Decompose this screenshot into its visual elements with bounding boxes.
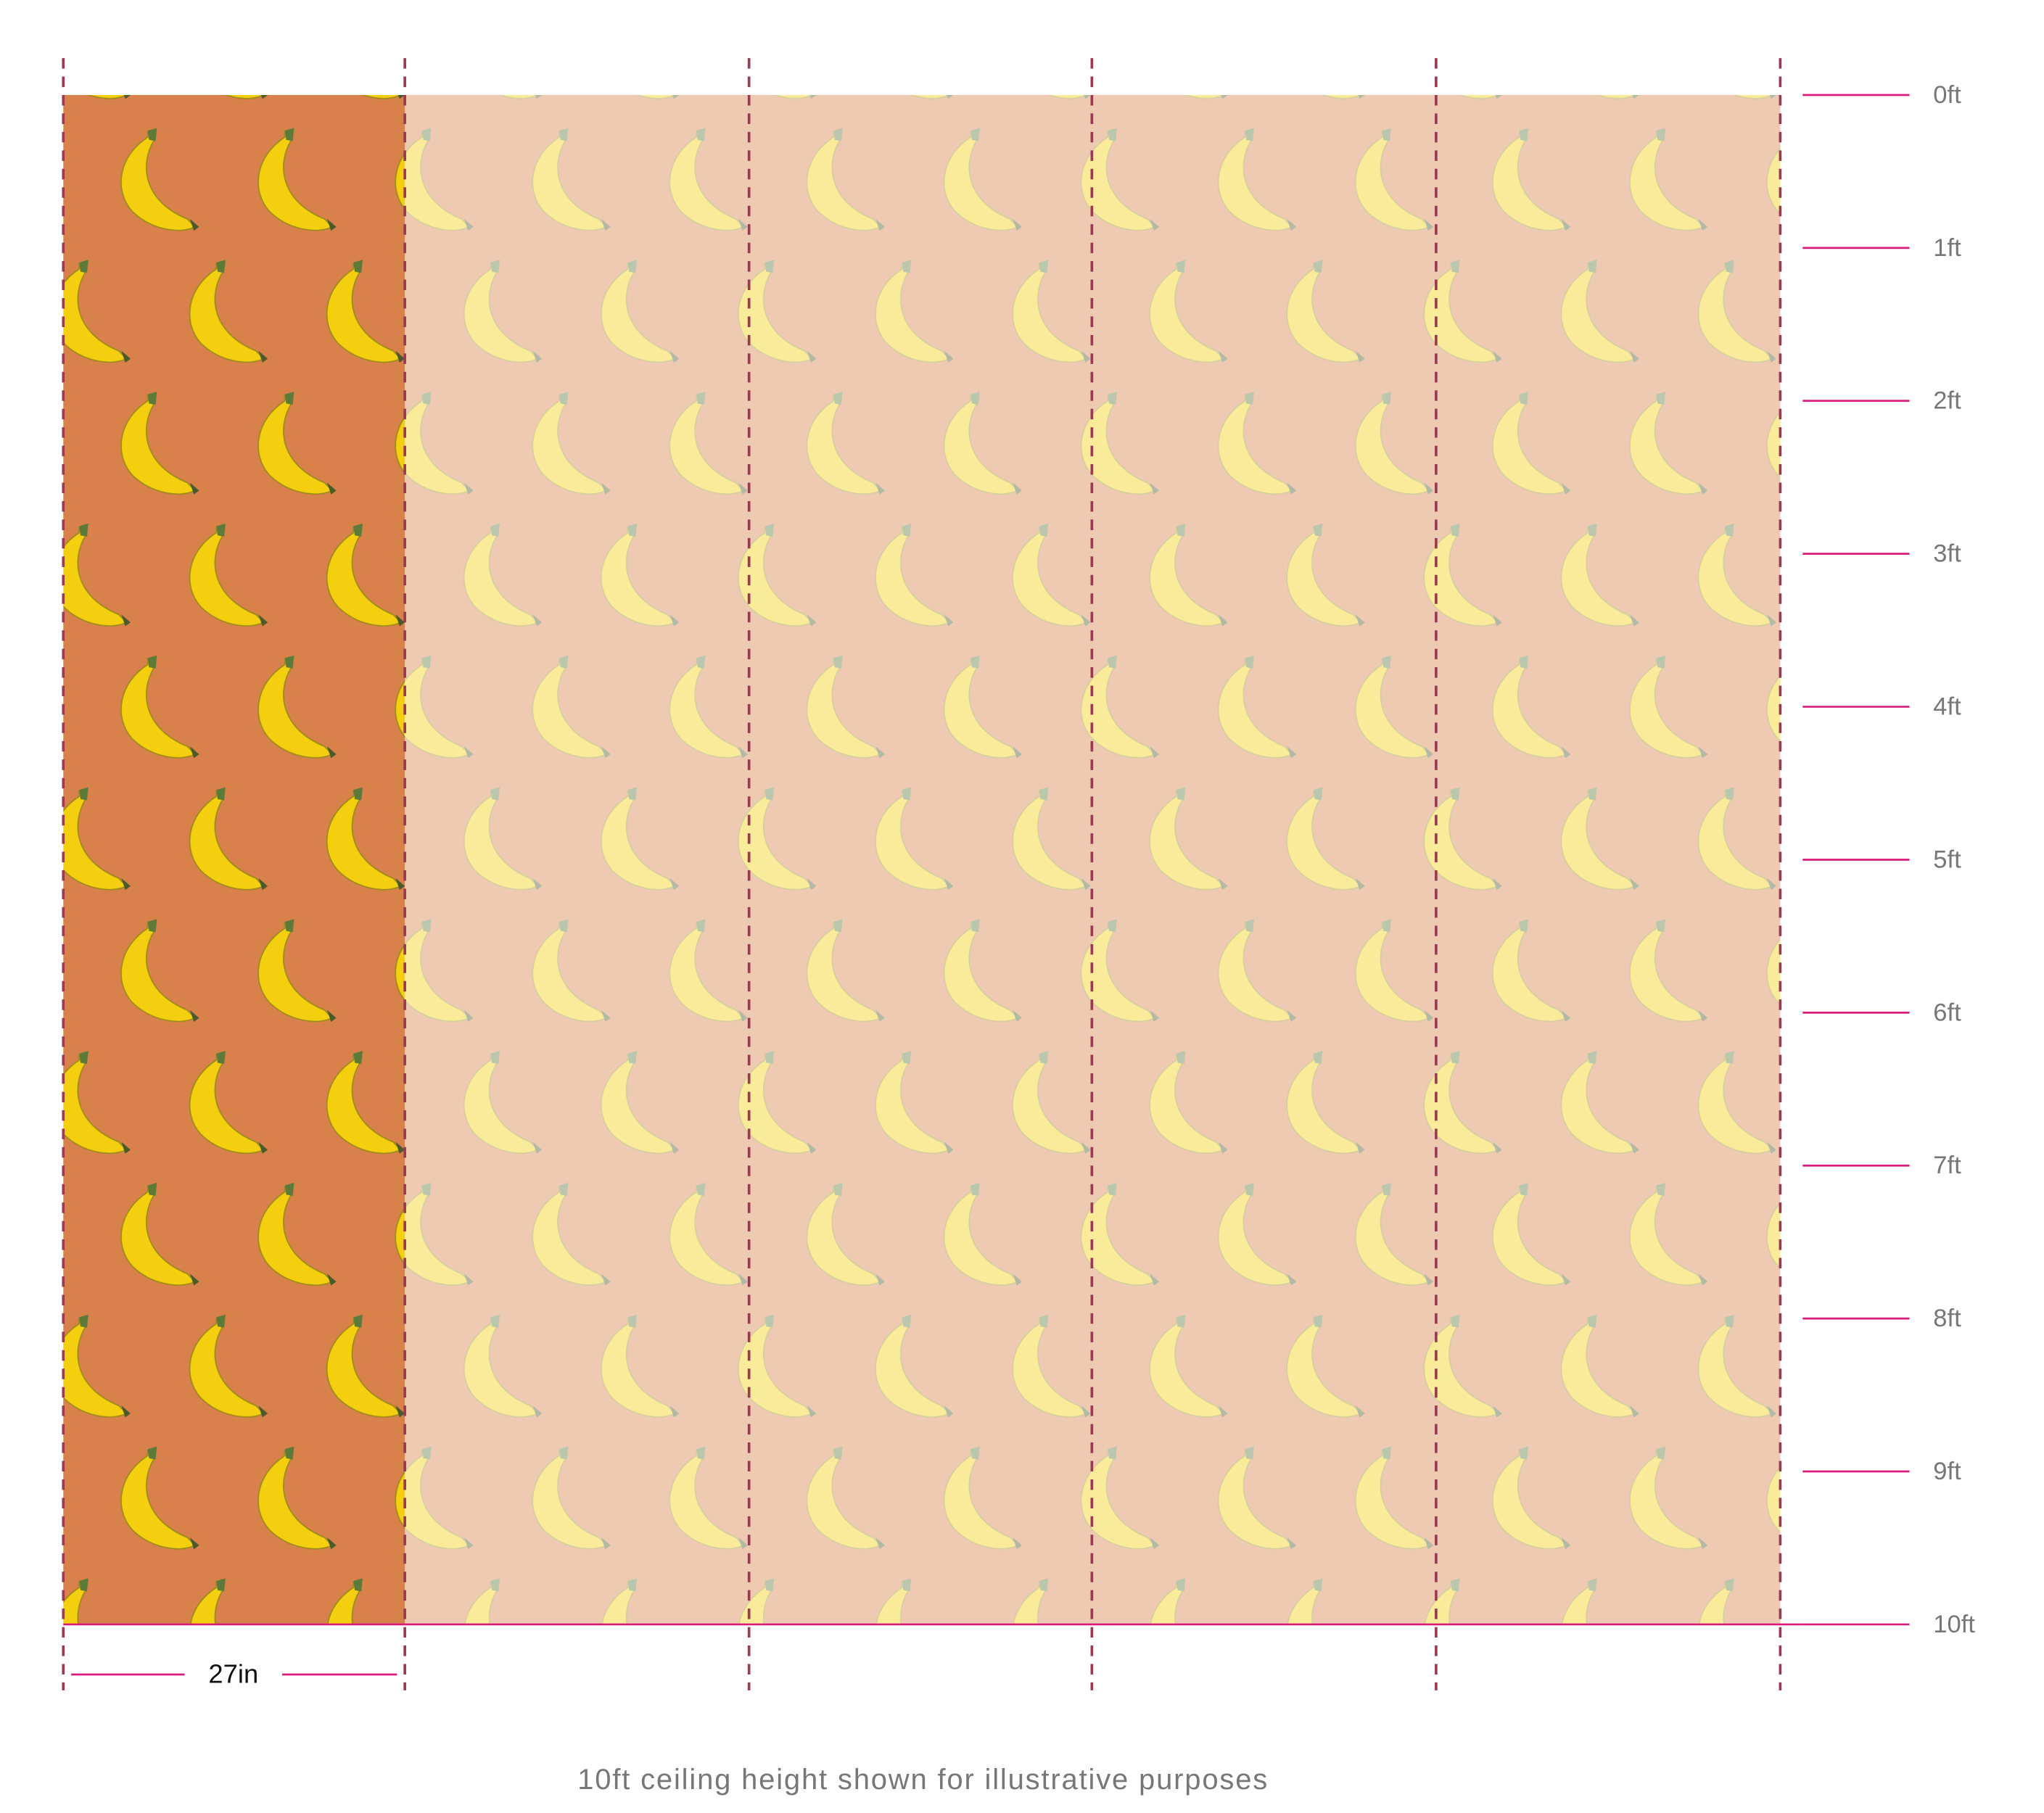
ruler-label: 3ft bbox=[1933, 540, 1961, 568]
ruler-label: 0ft bbox=[1933, 81, 1961, 109]
ruler-label: 1ft bbox=[1933, 234, 1961, 262]
panel-width-label: 27in bbox=[208, 1659, 258, 1688]
ruler-label: 2ft bbox=[1933, 387, 1961, 415]
ruler-label: 10ft bbox=[1933, 1611, 1975, 1638]
ruler-label: 5ft bbox=[1933, 846, 1961, 873]
panel-dividers bbox=[62, 58, 1782, 1690]
ruler-label: 7ft bbox=[1933, 1152, 1961, 1179]
caption: 10ft ceiling height shown for illustrati… bbox=[577, 1764, 1269, 1796]
height-ruler: 0ft 1ft 2ft 3ft 4ft 5ft 6ft 7ft 8ft 9ft 10ft bbox=[1802, 81, 1975, 1638]
wallpaper-panels bbox=[63, 94, 1781, 1624]
ruler-label: 4ft bbox=[1933, 693, 1961, 721]
ruler-label: 8ft bbox=[1933, 1305, 1961, 1332]
ruler-label: 9ft bbox=[1933, 1458, 1961, 1485]
ruler-label: 6ft bbox=[1933, 999, 1961, 1026]
